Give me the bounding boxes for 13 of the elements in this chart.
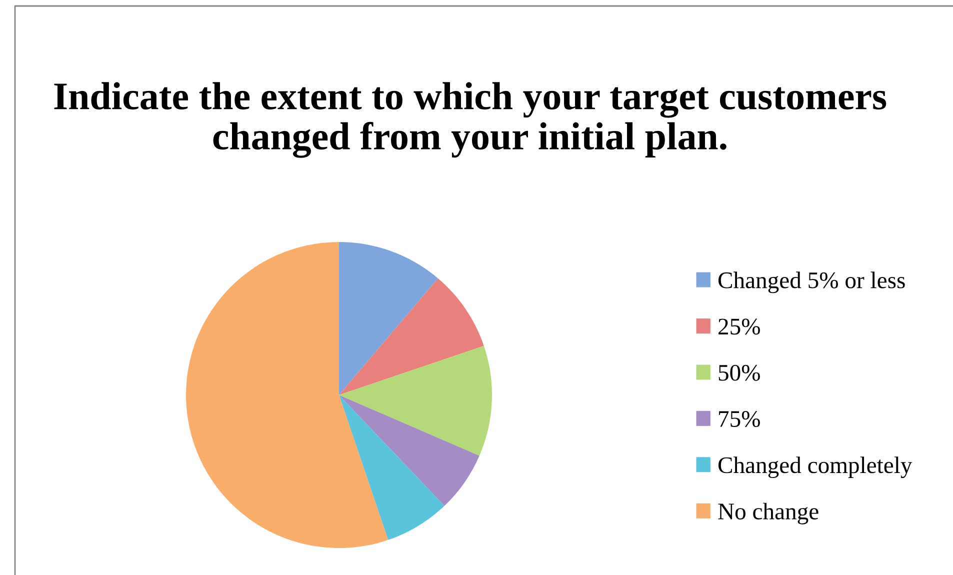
chart-title: Indicate the extent to which your target customers changed from your initial plan. bbox=[54, 82, 886, 158]
pie-slice bbox=[339, 242, 438, 395]
legend-label: 25% bbox=[718, 318, 760, 335]
pie-slice bbox=[339, 395, 444, 540]
pie-slice bbox=[339, 278, 484, 395]
legend-label: Changed 5% or less bbox=[718, 272, 905, 294]
legend-label: No change bbox=[718, 502, 818, 524]
pie-slice bbox=[339, 346, 492, 456]
legend-label: 75% bbox=[719, 411, 760, 428]
legend-label: 50% bbox=[718, 364, 760, 381]
pie-slice bbox=[186, 242, 388, 548]
legend-label: Changed completely bbox=[718, 456, 912, 478]
pie-slice bbox=[339, 395, 480, 506]
